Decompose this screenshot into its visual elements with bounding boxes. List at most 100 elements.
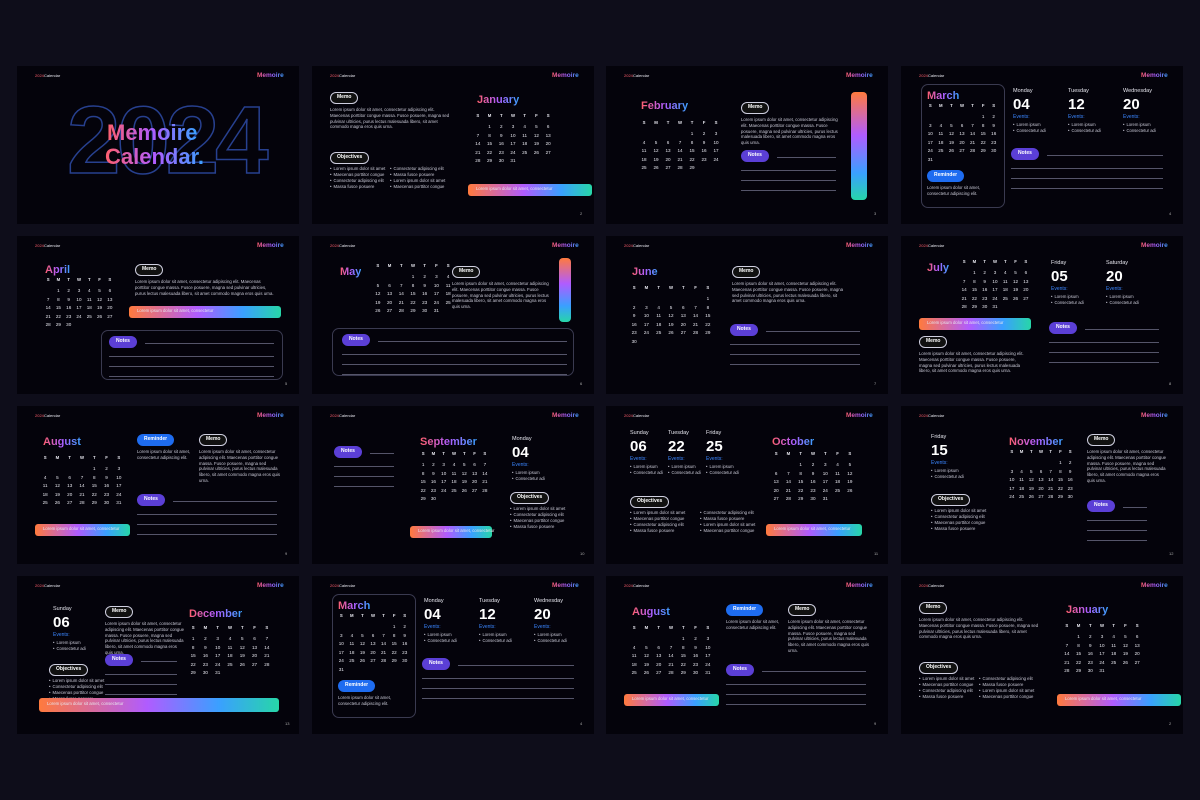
calendar-day: 4 <box>88 288 91 293</box>
weekday-label: S <box>476 113 480 118</box>
calendar-day: 14 <box>677 148 683 153</box>
logo: Memoire <box>257 72 284 79</box>
events-label: Events: <box>1013 114 1030 120</box>
calendar-day: 25 <box>641 165 647 170</box>
calendar-day: 4 <box>642 139 646 145</box>
calendar-day: 30 <box>430 496 436 501</box>
calendar-day: 28 <box>1064 668 1070 673</box>
weekday-label: T <box>423 263 426 268</box>
event-day: 15 <box>931 442 948 459</box>
calendar-day: 8 <box>57 296 60 302</box>
weekday-label: S <box>706 625 710 630</box>
banner-text: Lorem ipsum dolor sit amet, consectetur <box>418 528 495 533</box>
banner: Lorem ipsum dolor sit amet, consectetur <box>624 694 719 706</box>
page-number: 9 <box>874 721 877 726</box>
calendar-day: 14 <box>693 313 699 318</box>
note-line <box>762 671 866 672</box>
calendar-day: 27 <box>680 330 686 335</box>
objective-item: Maecenas porttitor congue <box>700 528 755 534</box>
calendar-day: 11 <box>227 644 233 650</box>
brand-word: Calendar <box>44 583 61 588</box>
banner: Lorem ipsum dolor sit amet, consectetur <box>468 184 592 196</box>
weekday-label: T <box>1049 449 1052 454</box>
calendar-day: 6 <box>546 124 550 129</box>
calendar-day: 4 <box>632 644 636 650</box>
weekday-label: W <box>451 451 457 456</box>
calendar-day: 21 <box>785 487 791 493</box>
calendar-day: 12 <box>533 132 539 138</box>
calendar-day: 10 <box>116 474 122 480</box>
weekday-label: T <box>657 285 661 290</box>
objective-item: Consectetur adipiscing elit <box>700 510 754 516</box>
weekday-label: F <box>435 263 438 268</box>
weekday-label: W <box>810 451 816 456</box>
calendar-day: 17 <box>1009 485 1015 491</box>
notes-label: Notes <box>741 150 769 162</box>
event-day: 05 <box>1051 268 1068 285</box>
event-day: 06 <box>53 614 70 631</box>
memo-label: Memo <box>741 102 770 114</box>
objective-item: Lorem ipsum dolor sit amet <box>919 676 975 682</box>
calendar-day: 11 <box>349 641 355 646</box>
note-line <box>109 376 274 377</box>
calendar-day: 10 <box>1009 477 1015 482</box>
weekday-label: S <box>376 263 380 268</box>
calendar-day: 13 <box>773 479 779 484</box>
calendar-day: 12 <box>1013 278 1019 284</box>
event-day: 22 <box>668 438 685 455</box>
calendar-day: 13 <box>472 470 478 476</box>
objective-item: Massa fusce posuere <box>919 694 964 700</box>
brand-word: Calendar <box>633 413 650 418</box>
note-line <box>137 534 277 535</box>
calendar-day: 9 <box>811 470 815 476</box>
calendar-day: 23 <box>1087 659 1093 665</box>
calendar-day: 7 <box>678 139 682 145</box>
notes-label: Notes <box>1049 322 1077 334</box>
calendar-day: 27 <box>1134 659 1140 665</box>
calendar-day: 4 <box>446 274 450 279</box>
objective-item: Lorem ipsum dolor sit amet <box>700 522 756 528</box>
weekday-label: S <box>108 277 112 282</box>
brand-year: 2024 <box>919 243 928 248</box>
weekday-label: S <box>483 451 487 456</box>
calendar-day: 16 <box>693 653 699 658</box>
calendar-day: 20 <box>472 479 478 484</box>
calendar-day: 2 <box>432 462 435 467</box>
calendar-day: 15 <box>55 305 61 310</box>
calendar-day: 5 <box>376 282 380 288</box>
calendar-day: 8 <box>421 470 425 476</box>
calendar-day: 21 <box>45 313 51 319</box>
objective-item: Lorem ipsum dolor sit amet <box>390 178 446 184</box>
weekday-label: M <box>56 277 61 282</box>
calendar-day: 23 <box>66 313 72 319</box>
memo-text: Lorem ipsum dolor sit amet, consectetur … <box>919 351 1024 374</box>
calendar-day: 3 <box>1100 634 1104 639</box>
event-item: Consectetur adi <box>479 638 511 644</box>
weekday-name: Monday <box>512 436 532 442</box>
brand-word: Calendar <box>633 73 650 78</box>
calendar-day: 2 <box>403 624 406 629</box>
calendar-day: 29 <box>1057 494 1063 499</box>
brand-year: 2024 <box>919 73 928 78</box>
calendar-day: 12 <box>653 148 659 153</box>
calendar-day: 29 <box>1075 668 1082 673</box>
note-line <box>1011 188 1163 189</box>
page-number: 5 <box>285 381 288 386</box>
calendar-day: 11 <box>641 148 647 153</box>
calendar-day: 4 <box>43 474 47 480</box>
brand-word: Calendar <box>928 243 945 248</box>
weekday-name: Sunday <box>630 430 649 436</box>
weekday-label: T <box>799 451 803 456</box>
calendar-day: 17 <box>713 148 719 153</box>
weekday-label: T <box>67 277 71 282</box>
brand-year: 2024 <box>919 413 928 418</box>
calendar-day: 30 <box>66 322 72 327</box>
calendar-day: 11 <box>445 282 451 288</box>
note-line <box>422 698 574 699</box>
calendar-day: 9 <box>105 474 108 480</box>
weekday-label: M <box>939 103 943 108</box>
weekday-label: F <box>473 451 476 456</box>
weekday-label: T <box>399 263 403 268</box>
event-item: Consectetur adi <box>1051 300 1083 306</box>
objective-item: Lorem ipsum dolor sit amet <box>510 506 566 512</box>
